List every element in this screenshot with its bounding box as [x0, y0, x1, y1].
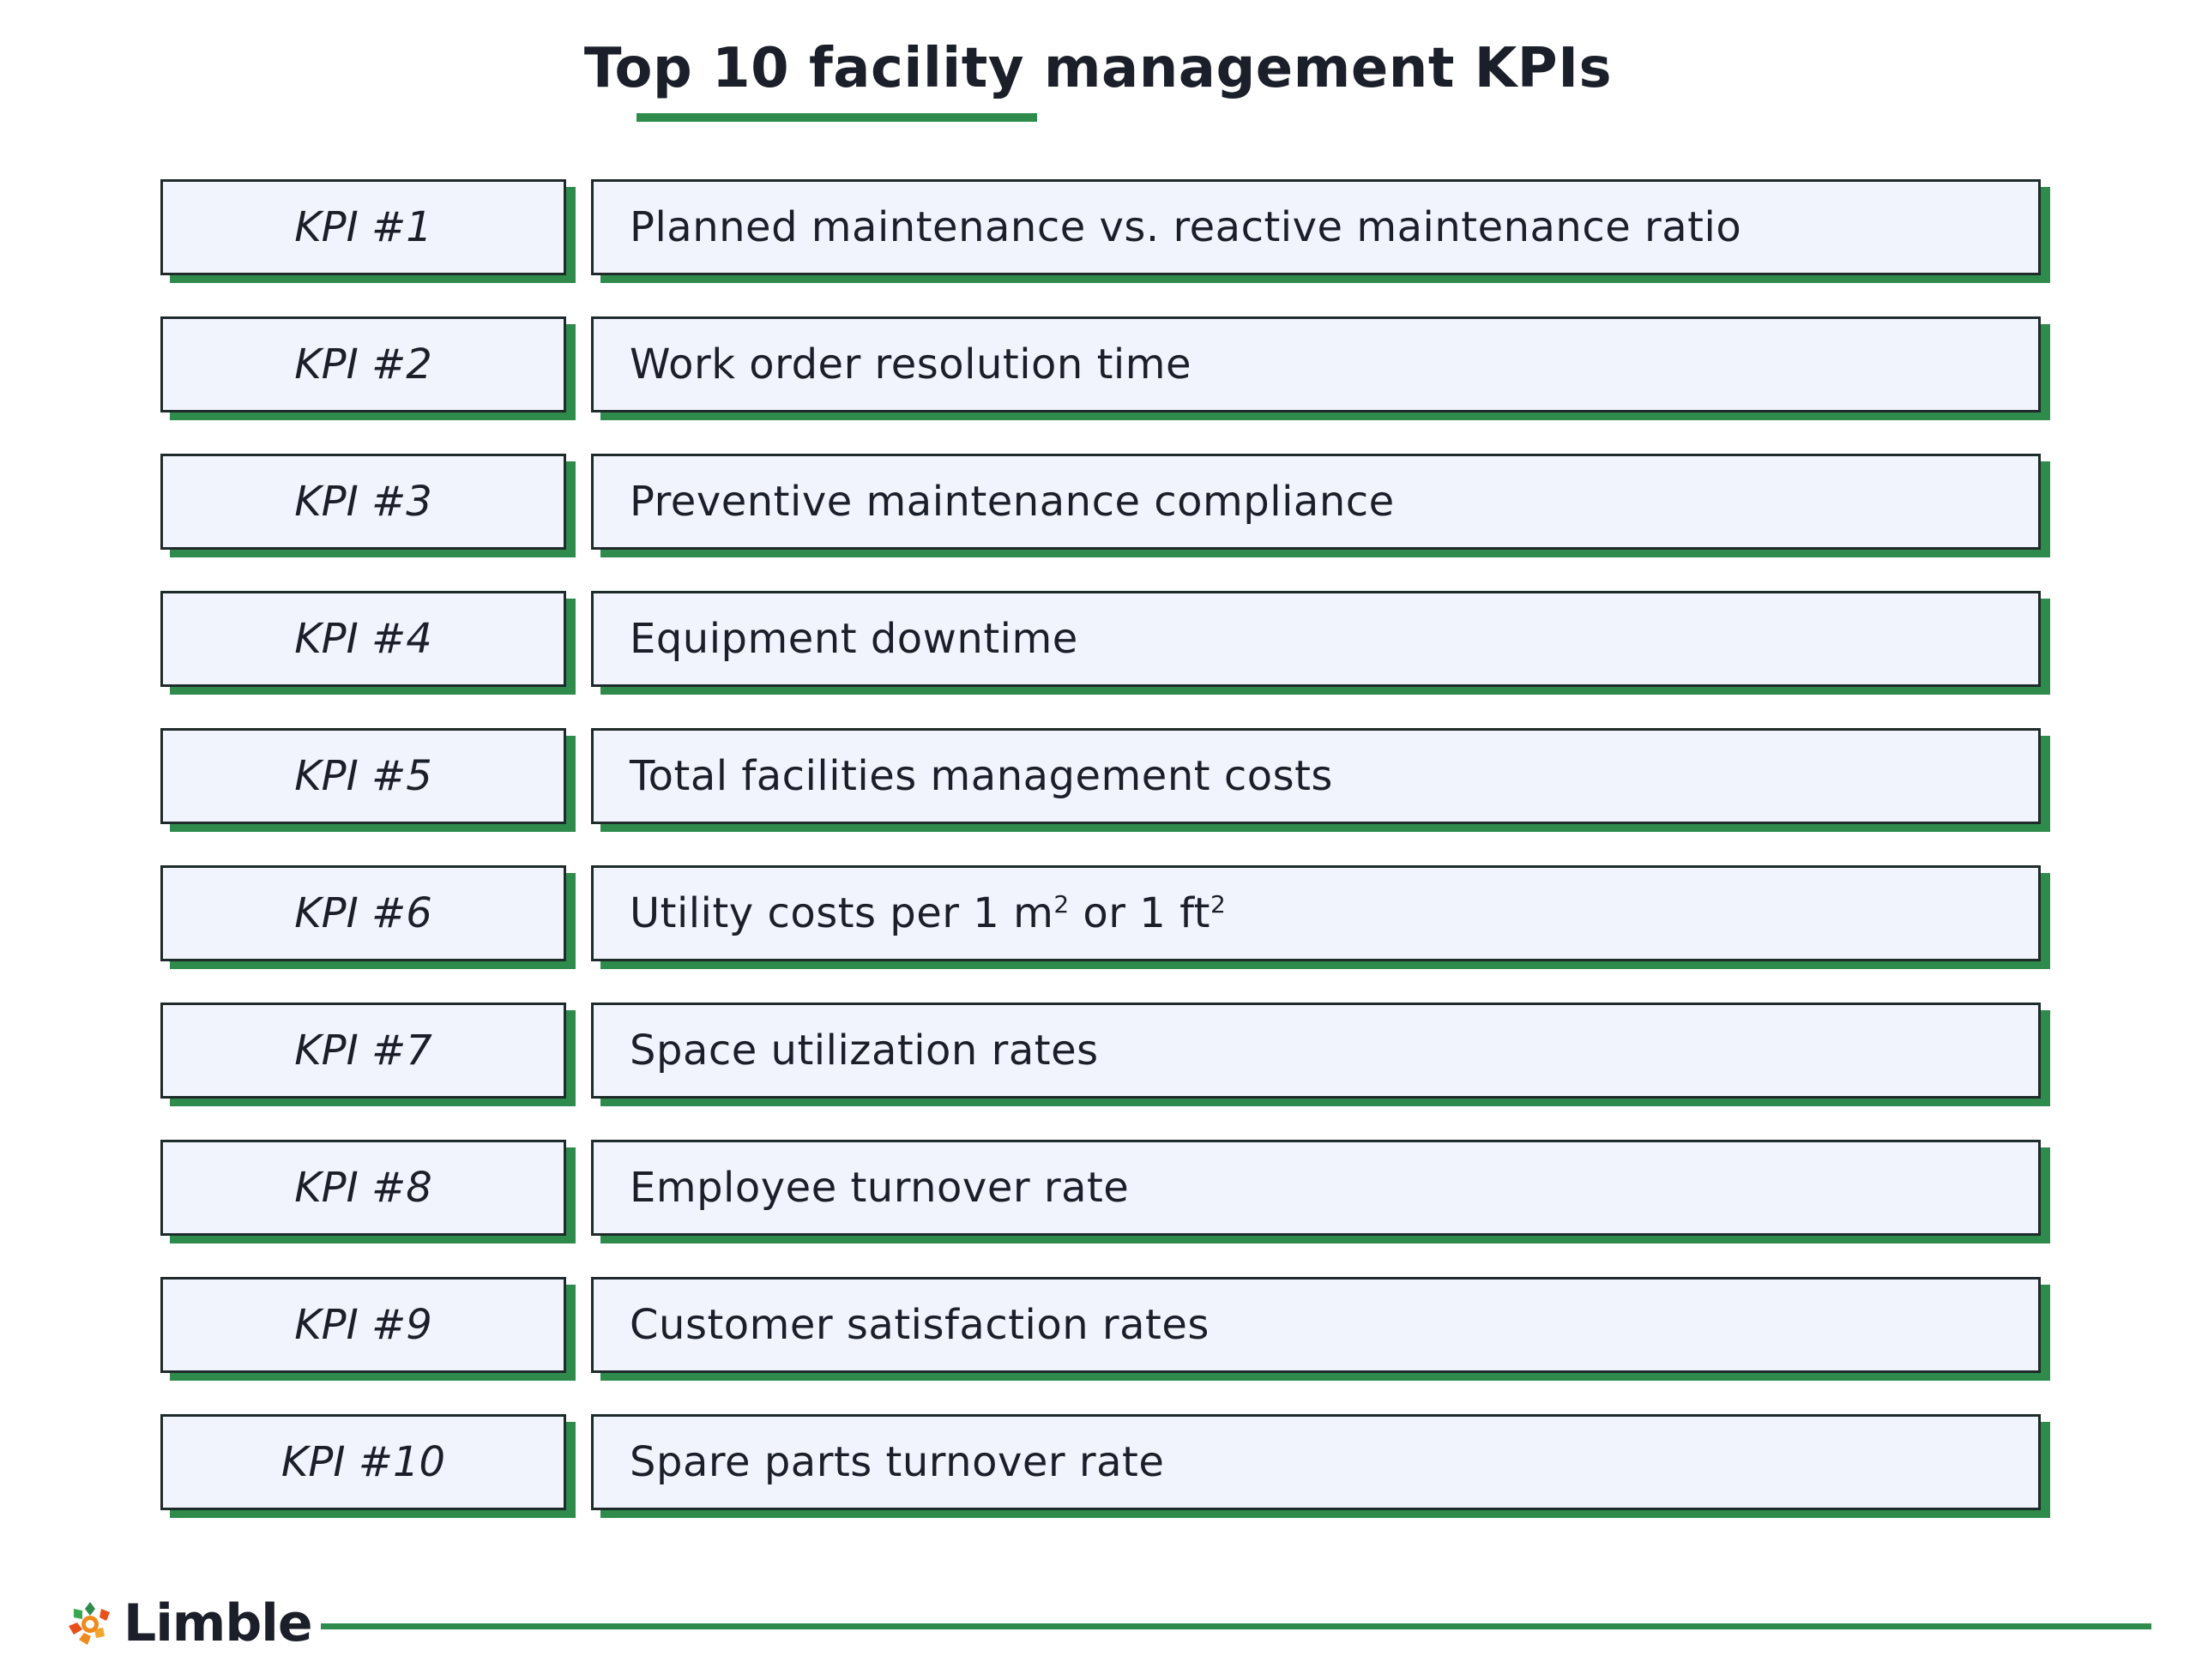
kpi-name: Space utilization rates	[630, 1027, 1099, 1075]
kpi-name-box: Preventive maintenance compliance	[591, 454, 2041, 550]
kpi-label-box: KPI #6	[160, 865, 566, 961]
kpi-name-box: Space utilization rates	[591, 1003, 2041, 1099]
page-title: Top 10 facility management KPIs	[583, 37, 1613, 100]
kpi-label: KPI #4	[294, 615, 432, 663]
kpi-name-box: Equipment downtime	[591, 591, 2041, 687]
kpi-name-box: Utility costs per 1 m2 or 1 ft2	[591, 865, 2041, 961]
kpi-name: Utility costs per 1 m2 or 1 ft2	[630, 889, 1226, 937]
kpi-name: Customer satisfaction rates	[630, 1301, 1210, 1349]
kpi-row: KPI #3 Preventive maintenance compliance	[160, 454, 2048, 553]
limble-gear-logo-icon	[69, 1602, 110, 1645]
kpi-label: KPI #10	[281, 1438, 446, 1486]
kpi-name: Employee turnover rate	[630, 1164, 1130, 1212]
kpi-row: KPI #10 Spare parts turnover rate	[160, 1414, 2048, 1514]
kpi-name-box: Employee turnover rate	[591, 1140, 2041, 1236]
kpi-label-box: KPI #7	[160, 1003, 566, 1099]
kpi-row: KPI #5 Total facilities management costs	[160, 728, 2048, 828]
kpi-row: KPI #6 Utility costs per 1 m2 or 1 ft2	[160, 865, 2048, 965]
kpi-label: KPI #3	[294, 478, 432, 526]
kpi-label-box: KPI #3	[160, 454, 566, 550]
kpi-label-box: KPI #5	[160, 728, 566, 824]
kpi-row: KPI #7 Space utilization rates	[160, 1003, 2048, 1102]
footer-divider	[321, 1623, 2151, 1629]
kpi-name-box: Spare parts turnover rate	[591, 1414, 2041, 1510]
kpi-label-box: KPI #2	[160, 316, 566, 412]
kpi-label-box: KPI #9	[160, 1277, 566, 1373]
kpi-name-part: or 1 ft	[1069, 889, 1210, 937]
kpi-name: Work order resolution time	[630, 340, 1192, 388]
kpi-name: Planned maintenance vs. reactive mainten…	[630, 203, 1742, 251]
kpi-row: KPI #8 Employee turnover rate	[160, 1140, 2048, 1239]
kpi-label: KPI #1	[294, 203, 432, 251]
kpi-row: KPI #9 Customer satisfaction rates	[160, 1277, 2048, 1376]
kpi-name: Total facilities management costs	[630, 752, 1333, 800]
kpi-label: KPI #7	[294, 1027, 432, 1075]
kpi-name: Preventive maintenance compliance	[630, 478, 1395, 526]
kpi-label-box: KPI #8	[160, 1140, 566, 1236]
kpi-label-box: KPI #4	[160, 591, 566, 687]
kpi-label: KPI #5	[294, 752, 432, 800]
kpi-list: KPI #1 Planned maintenance vs. reactive …	[160, 179, 2048, 1551]
kpi-label: KPI #8	[294, 1164, 432, 1212]
kpi-label-box: KPI #10	[160, 1414, 566, 1510]
kpi-label: KPI #6	[294, 889, 432, 937]
superscript-two: 2	[1210, 890, 1227, 918]
title-container: Top 10 facility management KPIs	[0, 34, 2196, 103]
kpi-label-box: KPI #1	[160, 179, 566, 275]
title-underline	[636, 113, 1037, 122]
superscript-two: 2	[1053, 890, 1070, 918]
kpi-label: KPI #9	[294, 1301, 432, 1349]
kpi-name-part: Utility costs per 1 m	[630, 889, 1054, 937]
kpi-name-box: Planned maintenance vs. reactive mainten…	[591, 179, 2041, 275]
footer-logo: Limble	[63, 1593, 313, 1653]
kpi-name-box: Customer satisfaction rates	[591, 1277, 2041, 1373]
kpi-row: KPI #1 Planned maintenance vs. reactive …	[160, 179, 2048, 279]
kpi-name-box: Work order resolution time	[591, 316, 2041, 412]
kpi-name-box: Total facilities management costs	[591, 728, 2041, 824]
kpi-label: KPI #2	[294, 340, 432, 388]
kpi-row: KPI #2 Work order resolution time	[160, 316, 2048, 416]
kpi-row: KPI #4 Equipment downtime	[160, 591, 2048, 690]
kpi-name: Equipment downtime	[630, 615, 1078, 663]
brand-name: Limble	[124, 1593, 313, 1653]
kpi-name: Spare parts turnover rate	[630, 1438, 1165, 1486]
